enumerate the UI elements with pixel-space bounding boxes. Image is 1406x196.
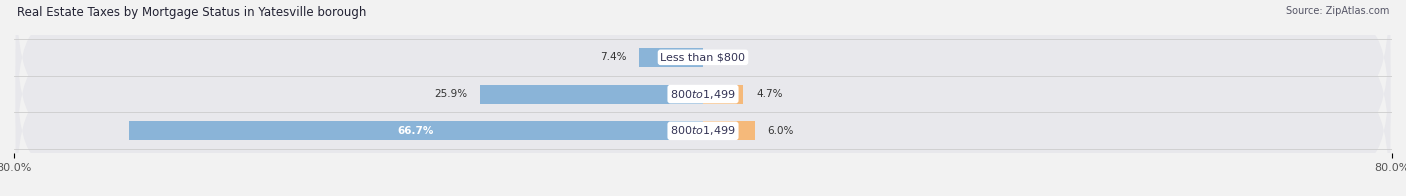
Bar <box>479 84 703 104</box>
Bar <box>128 121 703 140</box>
FancyBboxPatch shape <box>15 49 1391 196</box>
Bar <box>703 121 755 140</box>
Text: 6.0%: 6.0% <box>768 126 794 136</box>
Text: 0.0%: 0.0% <box>716 52 742 62</box>
Text: Less than $800: Less than $800 <box>661 52 745 62</box>
Text: Source: ZipAtlas.com: Source: ZipAtlas.com <box>1285 6 1389 16</box>
Text: Real Estate Taxes by Mortgage Status in Yatesville borough: Real Estate Taxes by Mortgage Status in … <box>17 6 366 19</box>
Text: 66.7%: 66.7% <box>398 126 434 136</box>
Bar <box>703 84 744 104</box>
Text: 4.7%: 4.7% <box>756 89 783 99</box>
Bar <box>640 48 703 67</box>
FancyBboxPatch shape <box>15 0 1391 139</box>
Text: 7.4%: 7.4% <box>600 52 626 62</box>
Text: $800 to $1,499: $800 to $1,499 <box>671 88 735 101</box>
Text: 25.9%: 25.9% <box>434 89 467 99</box>
FancyBboxPatch shape <box>15 13 1391 176</box>
Text: $800 to $1,499: $800 to $1,499 <box>671 124 735 137</box>
